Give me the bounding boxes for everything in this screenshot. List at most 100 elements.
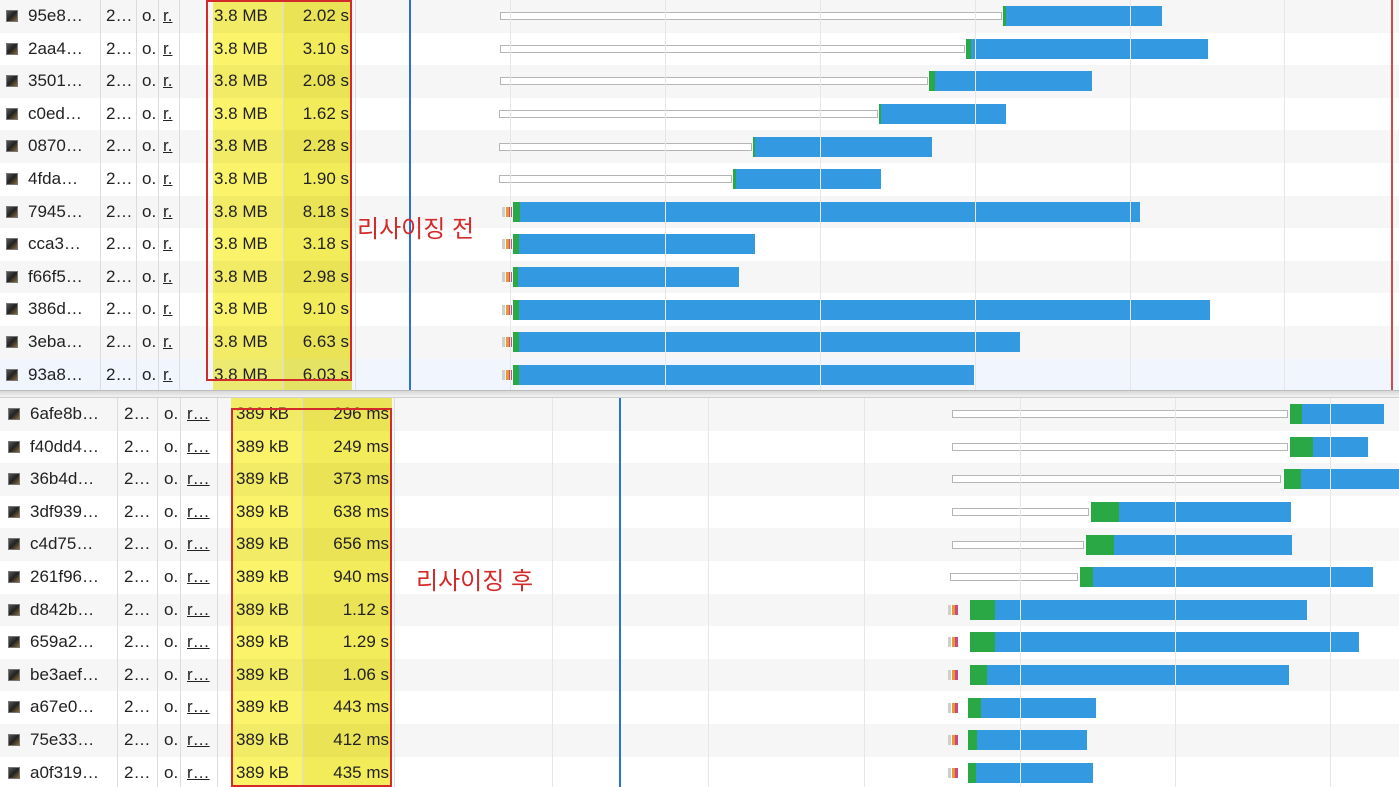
time-cell: 6.63 s xyxy=(302,331,349,351)
type-cell: o. xyxy=(142,103,157,123)
initiator-link[interactable]: r. xyxy=(163,234,173,254)
image-file-icon xyxy=(6,205,18,218)
initiator-link[interactable]: r… xyxy=(187,729,210,749)
initiator-link[interactable]: r… xyxy=(187,469,210,489)
initiator-link[interactable]: r… xyxy=(187,632,210,652)
download-segment xyxy=(977,730,1087,751)
request-row[interactable]: 36b4d… 2… o. r… 389 kB 373 ms xyxy=(0,463,1399,496)
waiting-segment xyxy=(513,332,519,353)
status-cell: 2… xyxy=(124,762,151,782)
column-divider xyxy=(217,398,218,787)
request-row[interactable]: a0f319… 2… o. r… 389 kB 435 ms xyxy=(0,757,1399,787)
request-row[interactable]: 659a2… 2… o. r… 389 kB 1.29 s xyxy=(0,626,1399,659)
request-row[interactable]: 261f96… 2… o. r… 389 kB 940 ms xyxy=(0,561,1399,594)
initiator-link[interactable]: r. xyxy=(163,38,173,58)
stalled-segment xyxy=(502,272,505,283)
stalled-segment xyxy=(948,767,951,778)
request-row[interactable]: 95e8… 2… o. r. 3.8 MB 2.02 s xyxy=(0,0,1399,33)
initiator-link[interactable]: r… xyxy=(187,664,210,684)
ssl-segment xyxy=(955,735,958,746)
timeline-gridline xyxy=(1130,0,1131,390)
type-cell: o. xyxy=(142,234,157,254)
initiator-link[interactable]: r. xyxy=(163,71,173,91)
request-row[interactable]: 4fda… 2… o. r. 3.8 MB 1.90 s xyxy=(0,163,1399,196)
waterfall-bar xyxy=(0,431,1399,464)
request-row[interactable]: 93a8… 2… o. r. 3.8 MB 6.03 s xyxy=(0,358,1399,390)
waiting-segment xyxy=(1086,534,1114,555)
timeline-gridline xyxy=(864,398,865,787)
initiator-link[interactable]: r… xyxy=(187,599,210,619)
type-cell: o. xyxy=(164,632,179,652)
image-file-icon xyxy=(8,636,20,649)
initiator-link[interactable]: r. xyxy=(163,168,173,188)
request-row[interactable]: 0870… 2… o. r. 3.8 MB 2.28 s xyxy=(0,130,1399,163)
request-row[interactable]: 3501… 2… o. r. 3.8 MB 2.08 s xyxy=(0,65,1399,98)
initiator-link[interactable]: r… xyxy=(187,404,210,423)
waterfall-bar xyxy=(0,0,1399,33)
image-file-icon xyxy=(6,335,18,348)
waiting-segment xyxy=(1091,502,1119,523)
request-name: 3df939… xyxy=(30,501,99,521)
initiator-link[interactable]: r. xyxy=(163,266,173,286)
timeline-gridline xyxy=(1175,398,1176,787)
request-row[interactable]: c4d75… 2… o. r… 389 kB 656 ms xyxy=(0,528,1399,561)
request-name: d842b… xyxy=(30,599,95,619)
initiator-link[interactable]: r… xyxy=(187,762,210,782)
request-row[interactable]: be3aef… 2… o. r… 389 kB 1.06 s xyxy=(0,659,1399,692)
request-row[interactable]: 6afe8b… 2… o. r… 389 kB 296 ms xyxy=(0,398,1399,431)
image-file-icon xyxy=(6,238,18,251)
initiator-link[interactable]: r… xyxy=(187,501,210,521)
initiator-link[interactable]: r. xyxy=(163,331,173,351)
type-cell: o. xyxy=(142,201,157,221)
initiator-link[interactable]: r. xyxy=(163,364,173,384)
download-segment xyxy=(976,762,1093,783)
waterfall-bar xyxy=(0,163,1399,196)
request-row[interactable]: 386d… 2… o. r. 3.8 MB 9.10 s xyxy=(0,293,1399,326)
dns-segment xyxy=(952,637,955,648)
size-cell: 3.8 MB xyxy=(214,168,268,188)
type-cell: o. xyxy=(164,404,179,423)
size-cell: 389 kB xyxy=(236,697,289,717)
initiator-link[interactable]: r. xyxy=(163,136,173,156)
image-file-icon xyxy=(8,766,20,779)
request-row[interactable]: f66f5… 2… o. r. 3.8 MB 2.98 s xyxy=(0,261,1399,294)
timeline-gridline xyxy=(665,0,666,390)
request-name: f40dd4… xyxy=(30,436,99,456)
stalled-segment xyxy=(502,369,505,380)
request-row[interactable]: 2aa4… 2… o. r. 3.8 MB 3.10 s xyxy=(0,33,1399,66)
request-row[interactable]: a67e0… 2… o. r… 389 kB 443 ms xyxy=(0,691,1399,724)
column-divider xyxy=(283,0,284,390)
request-row[interactable]: 3df939… 2… o. r… 389 kB 638 ms xyxy=(0,496,1399,529)
initiator-link[interactable]: r… xyxy=(187,697,210,717)
initiator-link[interactable]: r… xyxy=(187,566,210,586)
request-row[interactable]: 7945… 2… o. r. 3.8 MB 8.18 s xyxy=(0,196,1399,229)
initiator-link[interactable]: r. xyxy=(163,6,173,25)
initiator-link[interactable]: r… xyxy=(187,436,210,456)
request-name: 3501… xyxy=(28,71,83,91)
size-cell: 3.8 MB xyxy=(214,38,268,58)
request-row[interactable]: 3eba… 2… o. r. 3.8 MB 6.63 s xyxy=(0,326,1399,359)
queue-segment xyxy=(500,12,1002,21)
request-row[interactable]: 75e33… 2… o. r… 389 kB 412 ms xyxy=(0,724,1399,757)
initiator-link[interactable]: r. xyxy=(163,299,173,319)
request-row[interactable]: d842b… 2… o. r… 389 kB 1.12 s xyxy=(0,594,1399,627)
initiator-link[interactable]: r. xyxy=(163,201,173,221)
request-row[interactable]: c0ed… 2… o. r. 3.8 MB 1.62 s xyxy=(0,98,1399,131)
dns-segment xyxy=(506,239,509,250)
time-cell: 249 ms xyxy=(333,436,389,456)
image-file-icon xyxy=(8,440,20,453)
status-cell: 2… xyxy=(106,168,133,188)
timeline-gridline xyxy=(1330,398,1331,787)
waiting-segment xyxy=(513,201,520,222)
download-segment xyxy=(736,169,881,190)
column-divider xyxy=(394,398,395,787)
image-file-icon xyxy=(8,603,20,616)
timeline-gridline xyxy=(975,0,976,390)
request-name: 36b4d… xyxy=(30,469,95,489)
initiator-link[interactable]: r… xyxy=(187,534,210,554)
initiator-link[interactable]: r. xyxy=(163,103,173,123)
type-cell: o. xyxy=(142,6,157,25)
request-row[interactable]: f40dd4… 2… o. r… 389 kB 249 ms xyxy=(0,431,1399,464)
size-cell: 3.8 MB xyxy=(214,299,268,319)
download-segment xyxy=(1301,469,1399,490)
